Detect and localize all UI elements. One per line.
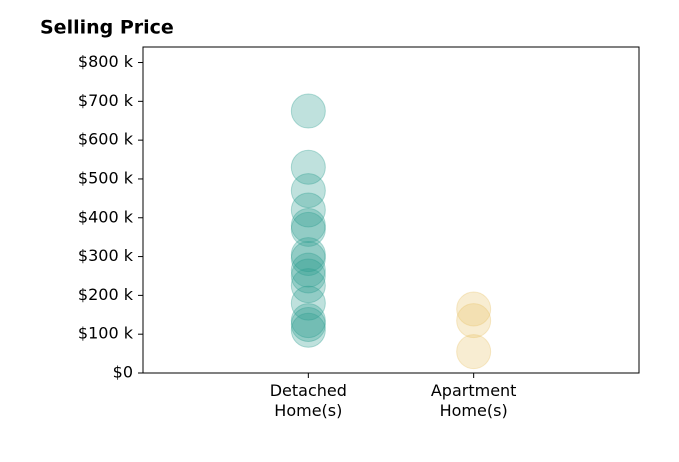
data-point (290, 211, 326, 247)
data-point (290, 252, 326, 288)
y-tick-label: $700 k (78, 91, 134, 110)
chart-title: Selling Price (40, 17, 174, 39)
y-tick-label: $600 k (78, 130, 134, 149)
data-point (290, 192, 326, 228)
y-tick-label: $400 k (78, 207, 134, 226)
y-tick-label: $500 k (78, 168, 134, 187)
data-point (290, 268, 326, 304)
y-tick-label: $0 (113, 363, 133, 382)
y-tick-label: $100 k (78, 324, 134, 343)
data-point (290, 149, 326, 185)
data-point (456, 334, 492, 370)
data-point (290, 312, 326, 348)
data-point (290, 208, 326, 244)
data-point (456, 291, 492, 327)
data-point (290, 258, 326, 294)
data-point (290, 237, 326, 273)
data-point (290, 173, 326, 209)
data-point (290, 303, 326, 339)
x-tick-label: Detached Home(s) (269, 381, 347, 420)
y-tick-label: $800 k (78, 52, 134, 71)
data-point (290, 241, 326, 277)
y-tick-label: $200 k (78, 285, 134, 304)
data-point (290, 306, 326, 342)
data-point (456, 303, 492, 339)
x-tick-label: Apartment Home(s) (430, 381, 517, 420)
data-point (290, 285, 326, 321)
y-tick-label: $300 k (78, 246, 134, 265)
plot-frame (142, 46, 640, 374)
data-point (290, 93, 326, 129)
